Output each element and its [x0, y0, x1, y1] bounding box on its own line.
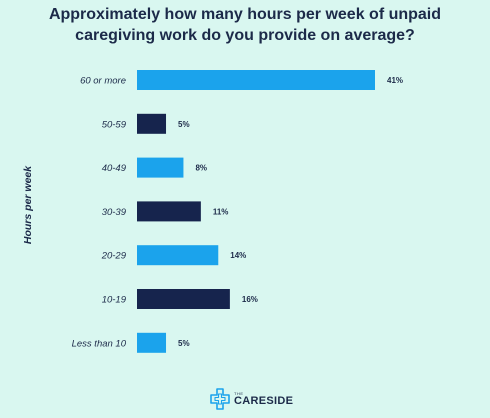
logo-small-text: THE — [234, 390, 244, 396]
category-label: 10-19 — [102, 295, 127, 306]
value-label: 41% — [387, 76, 403, 85]
chart-title-line-1: Approximately how many hours per week of… — [48, 6, 442, 23]
value-label: 16% — [242, 295, 258, 304]
category-label: 20-29 — [101, 251, 127, 262]
value-label: 8% — [195, 164, 207, 173]
category-label: 30-39 — [102, 207, 127, 218]
bar — [137, 201, 201, 222]
value-label: 11% — [213, 207, 229, 216]
category-label: 60 or more — [80, 76, 126, 87]
category-label: Less than 10 — [72, 338, 127, 349]
bar — [137, 332, 167, 353]
value-label: 5% — [178, 120, 190, 129]
careside-logo: THE CARESIDE — [210, 386, 293, 412]
category-label: 50-59 — [102, 119, 127, 130]
bar — [137, 289, 230, 309]
bar — [137, 113, 167, 134]
value-label: 14% — [230, 251, 246, 260]
bar — [137, 157, 184, 178]
value-label: 5% — [178, 339, 190, 348]
careside-cross-icon — [210, 388, 230, 410]
category-label: 40-49 — [102, 163, 127, 174]
bar — [137, 70, 375, 90]
bar — [137, 245, 219, 266]
chart-title: Approximately how many hours per week of… — [0, 4, 490, 46]
logo-wordmark: CARESIDE — [234, 394, 294, 407]
chart-title-line-2: caregiving work do you provide on averag… — [75, 27, 415, 44]
